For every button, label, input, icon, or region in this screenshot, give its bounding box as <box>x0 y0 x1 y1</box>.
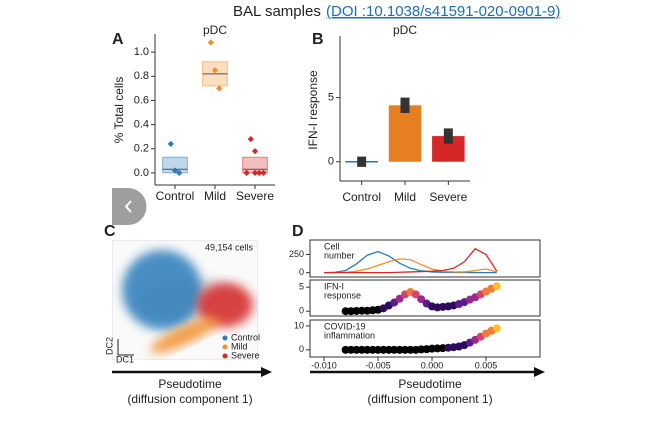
data-point <box>492 282 501 291</box>
panel-title: pDC <box>393 23 417 37</box>
error-bar <box>443 128 453 144</box>
data-point <box>395 294 404 303</box>
pseudotime-arrowhead <box>261 367 272 377</box>
x-tick-label: Control <box>156 189 195 203</box>
x-tick-label: Severe <box>429 190 467 204</box>
cloud-severe <box>197 283 253 327</box>
y-tick-label: 0.4 <box>134 119 149 131</box>
x-tick-label: -0.005 <box>365 360 391 370</box>
data-point <box>207 39 214 46</box>
x-tick-label: Mild <box>394 190 416 204</box>
error-bar <box>357 156 367 167</box>
y-tick-label: 1.0 <box>134 46 149 58</box>
y-tick-label: 250 <box>289 249 304 259</box>
data-point <box>176 169 183 177</box>
data-point <box>211 67 219 74</box>
y-tick-label: 0 <box>299 306 304 316</box>
x-tick-label: Mild <box>204 189 226 203</box>
panel-letter: D <box>292 223 304 240</box>
dc1-label: DC1 <box>116 354 134 364</box>
panel-frame <box>309 319 541 358</box>
density-line <box>324 258 497 274</box>
y-tick-label: 0.6 <box>134 94 149 106</box>
y-tick-label: 10 <box>294 320 304 330</box>
dc2-label: DC2 <box>104 337 114 355</box>
panel-letter: B <box>312 31 324 48</box>
cell-count: 49,154 cells <box>205 242 254 252</box>
legend-label: Control <box>231 332 260 342</box>
cloud-mild <box>150 316 220 354</box>
y-tick-label: 5 <box>328 91 334 103</box>
y-tick-label: 5 <box>299 282 304 292</box>
panel-letter: A <box>112 31 124 48</box>
pseudotime-label: (diffusion component 1) <box>367 392 492 406</box>
pseudotime-label: Pseudotime <box>398 377 462 391</box>
x-tick-label: Severe <box>236 189 274 203</box>
error-bar <box>400 97 410 113</box>
panel-frame <box>309 239 541 278</box>
back-button[interactable] <box>112 188 147 225</box>
panel-label: IFN-I <box>324 281 344 291</box>
legend-marker <box>222 344 228 350</box>
data-point <box>167 140 174 148</box>
data-point <box>251 169 259 177</box>
density-line <box>324 250 497 274</box>
legend-marker <box>222 353 228 359</box>
back-chevron[interactable] <box>124 200 132 213</box>
bar <box>388 105 422 162</box>
header-title: BAL samples <box>233 3 321 20</box>
x-tick-label: 0.005 <box>475 360 498 370</box>
panel-label: COVID-19 <box>324 321 366 331</box>
y-tick-label: 0 <box>328 156 334 168</box>
x-tick-label: Control <box>342 190 381 204</box>
panel-title: pDC <box>203 23 227 37</box>
data-point <box>411 290 420 299</box>
data-point <box>171 167 179 174</box>
panel-label: Cell <box>324 241 340 251</box>
y-axis-label: IFN-I response <box>306 70 320 150</box>
cloud-control <box>122 250 202 330</box>
x-tick-label: -0.010 <box>311 360 337 370</box>
pseudotime-label: (diffusion component 1) <box>127 392 252 406</box>
data-point <box>492 324 501 333</box>
panel-frame <box>309 279 541 317</box>
y-tick-label: 0.8 <box>134 70 149 82</box>
cell-cloud <box>112 240 258 360</box>
legend-marker <box>222 335 228 341</box>
legend-label: Mild <box>231 341 248 351</box>
panel-label: number <box>324 250 355 260</box>
x-tick-label: 0.000 <box>421 360 444 370</box>
y-tick-label: 0 <box>299 344 304 354</box>
data-point <box>216 85 223 92</box>
back-button-bg[interactable] <box>112 188 147 225</box>
panel-letter: C <box>104 223 116 240</box>
data-point <box>251 148 259 155</box>
data-point <box>417 295 426 304</box>
pseudotime-arrowhead <box>534 367 545 377</box>
legend-label: Severe <box>231 350 260 360</box>
y-tick-label: 0.0 <box>134 167 149 179</box>
density-line <box>324 247 498 274</box>
y-axis-label: % Total cells <box>112 77 126 143</box>
doi-link[interactable]: (DOI :10.1038/s41591-020-0901-9) <box>326 3 560 20</box>
pseudotime-label: Pseudotime <box>158 377 222 391</box>
y-tick-label: 0.2 <box>134 143 149 155</box>
y-tick-label: 0 <box>299 267 304 277</box>
panel-label: response <box>324 290 361 300</box>
data-point <box>247 135 254 143</box>
panel-label: inflammation <box>324 330 375 340</box>
